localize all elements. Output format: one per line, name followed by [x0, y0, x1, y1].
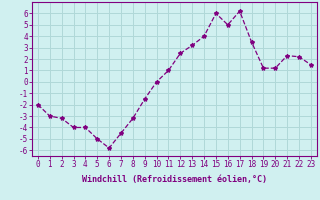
X-axis label: Windchill (Refroidissement éolien,°C): Windchill (Refroidissement éolien,°C)	[82, 175, 267, 184]
